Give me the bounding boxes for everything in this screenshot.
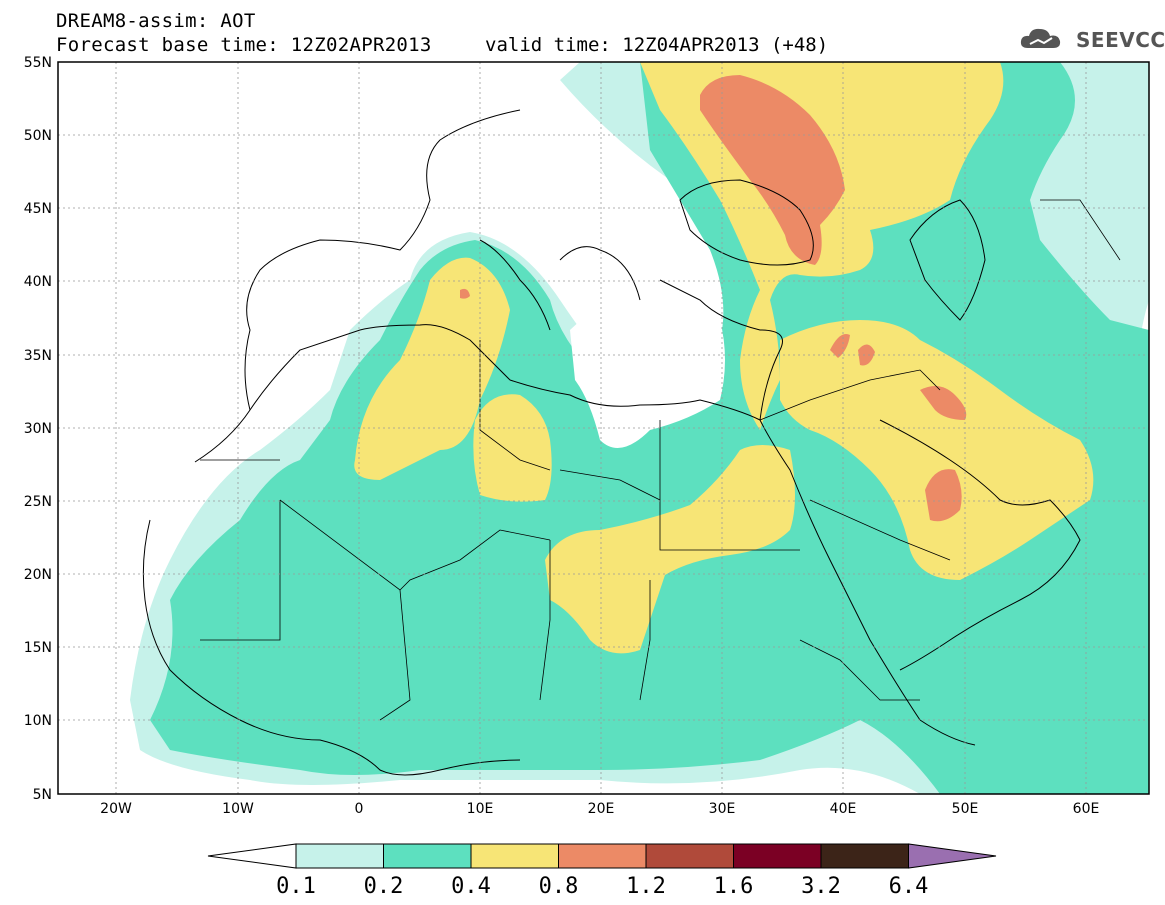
aot-band-0.4-chad bbox=[545, 445, 795, 654]
lat-tick: 10N bbox=[24, 713, 52, 729]
gridlines bbox=[58, 62, 1149, 794]
lon-tick: 50E bbox=[952, 801, 979, 817]
lon-tick: 0 bbox=[355, 801, 364, 817]
colorbar-label: 1.2 bbox=[626, 874, 666, 899]
colorbar-segment bbox=[733, 843, 822, 869]
aot-band-0.4-libya bbox=[473, 394, 552, 502]
lon-tick: 40E bbox=[830, 801, 857, 817]
colorbar-segment bbox=[558, 843, 647, 869]
lat-tick: 50N bbox=[24, 128, 52, 144]
aot-band-0.8-iraq bbox=[920, 386, 967, 420]
colorbar-label: 0.2 bbox=[363, 874, 404, 899]
map-title: DREAM8-assim: AOT bbox=[56, 10, 256, 32]
country-borders bbox=[200, 199, 1121, 721]
logo-text: SEEVCCC bbox=[1076, 28, 1165, 52]
colorbar-label: 0.1 bbox=[276, 874, 316, 899]
aot-band-0.8-sardinia bbox=[460, 288, 470, 299]
lon-tick: 60E bbox=[1073, 801, 1100, 817]
aot-band-0.4-middle-east bbox=[780, 320, 1094, 580]
colorbar-segment bbox=[295, 843, 384, 869]
aot-band-0.4-sahara bbox=[354, 257, 510, 480]
aot-band-0.8-ukraine bbox=[700, 75, 845, 265]
seevccc-logo: SEEVCCC bbox=[1018, 24, 1165, 54]
lat-tick: 45N bbox=[24, 201, 52, 217]
colorbar-label: 1.6 bbox=[713, 874, 754, 899]
valid-time: valid time: 12Z04APR2013 (+48) bbox=[485, 34, 829, 56]
colorbar-segment bbox=[470, 843, 559, 869]
no-aot-mediterranean bbox=[570, 299, 725, 448]
lat-tick: 40N bbox=[24, 274, 52, 290]
aot-band-0.8-syria bbox=[830, 334, 875, 366]
lon-tick: 10E bbox=[467, 801, 494, 817]
lon-tick: 10W bbox=[222, 801, 254, 817]
colorbar-segment bbox=[383, 843, 472, 869]
aot-band-0.8-saudi bbox=[925, 469, 962, 522]
lat-tick: 25N bbox=[24, 494, 52, 510]
lat-tick: 55N bbox=[24, 55, 52, 71]
lat-tick: 35N bbox=[24, 348, 52, 364]
lat-tick: 30N bbox=[24, 421, 52, 437]
colorbar-segment bbox=[820, 843, 909, 869]
colorbar-arrow-right bbox=[908, 843, 997, 869]
colorbar-label: 6.4 bbox=[888, 874, 929, 899]
colorbar-arrow-left bbox=[207, 843, 297, 869]
colorbar-label: 0.4 bbox=[451, 874, 491, 899]
colorbar-label: 3.2 bbox=[801, 874, 841, 899]
lon-tick: 20W bbox=[100, 801, 132, 817]
colorbar bbox=[207, 843, 997, 869]
lat-tick: 5N bbox=[33, 787, 52, 803]
lat-tick: 20N bbox=[24, 567, 52, 583]
coastlines bbox=[142, 109, 1081, 776]
colorbar-segment bbox=[645, 843, 734, 869]
lon-tick: 30E bbox=[709, 801, 736, 817]
cloud-icon bbox=[1020, 28, 1061, 48]
colorbar-label: 0.8 bbox=[538, 874, 579, 899]
lat-axis: 55N 50N 45N 40N 35N 30N 25N 20N 15N 10N … bbox=[24, 55, 52, 803]
lon-tick: 20E bbox=[588, 801, 615, 817]
plot-frame bbox=[57, 61, 1150, 795]
lon-axis: 20W 10W 0 10E 20E 30E 40E 50E 60E bbox=[100, 801, 1099, 817]
forecast-base-time: Forecast base time: 12Z02APR2013 bbox=[56, 34, 432, 56]
lat-tick: 15N bbox=[24, 640, 52, 656]
